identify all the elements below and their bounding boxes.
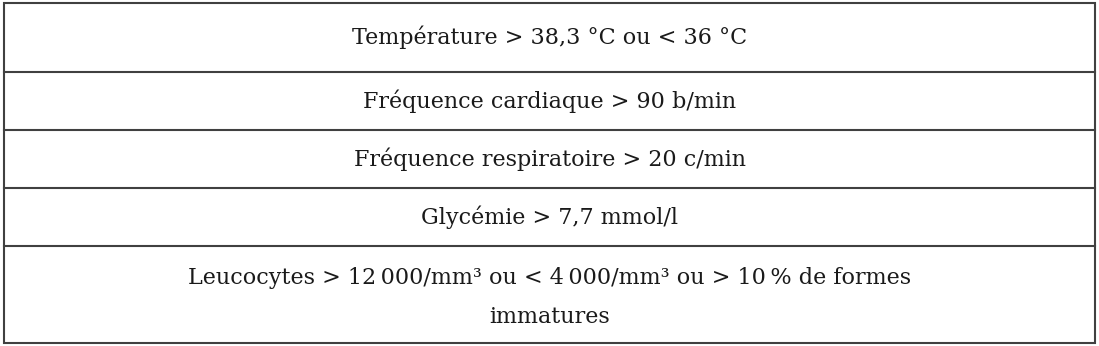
Text: Leucocytes > 12 000/mm³ ou < 4 000/mm³ ou > 10 % de formes: Leucocytes > 12 000/mm³ ou < 4 000/mm³ o…	[188, 267, 911, 290]
Text: Glycémie > 7,7 mmol/l: Glycémie > 7,7 mmol/l	[421, 205, 678, 229]
Text: Température > 38,3 °C ou < 36 °C: Température > 38,3 °C ou < 36 °C	[352, 26, 747, 49]
Text: immatures: immatures	[489, 306, 610, 328]
Text: Fréquence cardiaque > 90 b/min: Fréquence cardiaque > 90 b/min	[363, 89, 736, 113]
Text: Fréquence respiratoire > 20 c/min: Fréquence respiratoire > 20 c/min	[354, 147, 745, 171]
